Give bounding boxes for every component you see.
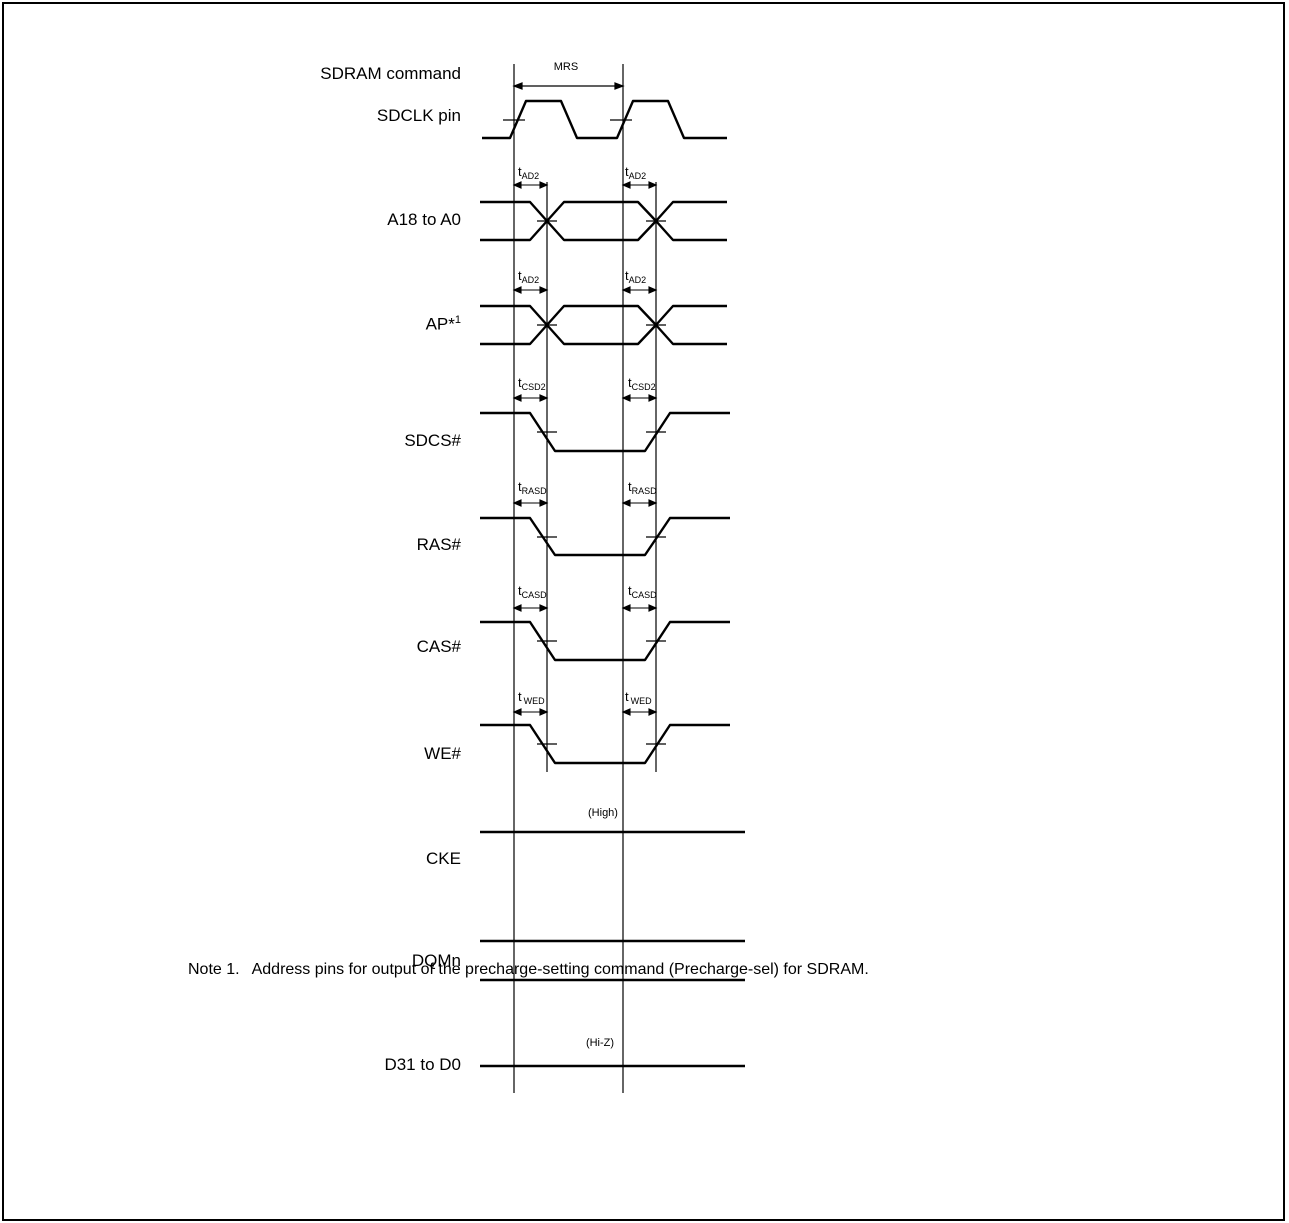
label-sdram-command: SDRAM command: [320, 64, 461, 83]
t-ad2-label-3: tAD2: [518, 268, 539, 285]
label-sdcs: SDCS#: [404, 431, 461, 450]
t-casd-label-2: tCASD: [628, 583, 657, 600]
t-ad2-label-2: tAD2: [625, 164, 646, 181]
label-ap: AP*1: [426, 314, 461, 335]
delay-arrows: [512, 181, 658, 716]
label-ap-note-ref: 1: [454, 314, 461, 326]
label-address-bus: A18 to A0: [387, 210, 461, 229]
label-sdclk-pin: SDCLK pin: [376, 106, 461, 125]
t-ad2-label-1: tAD2: [518, 164, 539, 181]
ras-waveform: [480, 516, 730, 557]
label-dqm: DQMn: [411, 951, 461, 970]
cke-high-label: (High): [588, 807, 618, 819]
t-csd2-label-1: tCSD2: [518, 375, 546, 392]
label-cke: CKE: [426, 849, 461, 868]
cas-waveform: [480, 620, 730, 662]
label-data-bus: D31 to D0: [384, 1055, 461, 1074]
data-hiz-label: (Hi-Z): [586, 1037, 614, 1049]
label-ras: RAS#: [416, 535, 461, 554]
t-wed-label-1: t WED: [518, 689, 545, 706]
we-waveform: [480, 723, 730, 765]
label-cas: CAS#: [416, 637, 461, 656]
t-rasd-label-1: tRASD: [518, 479, 547, 496]
label-we: WE#: [424, 744, 461, 763]
mrs-label: MRS: [554, 61, 578, 73]
t-ad2-label-4: tAD2: [625, 268, 646, 285]
addr-waveform-low: [480, 219, 727, 242]
t-wed-label-2: t WED: [625, 689, 652, 706]
mrs-span-arrow: [512, 82, 625, 90]
footnote-number: Note 1.: [188, 961, 240, 978]
footnote-text: Address pins for output of the precharge…: [251, 961, 869, 978]
sdcs-waveform: [480, 411, 730, 453]
ap-waveform-low: [480, 323, 727, 346]
t-csd2-label-2: tCSD2: [628, 375, 656, 392]
t-rasd-label-2: tRASD: [628, 479, 657, 496]
crossing-ticks: [503, 119, 666, 745]
t-casd-label-1: tCASD: [518, 583, 547, 600]
footnote: Note 1. Address pins for output of the pr…: [188, 961, 869, 979]
addr-waveform-high: [480, 200, 727, 223]
label-ap-text: AP*: [425, 314, 455, 334]
ap-waveform-high: [480, 304, 727, 327]
